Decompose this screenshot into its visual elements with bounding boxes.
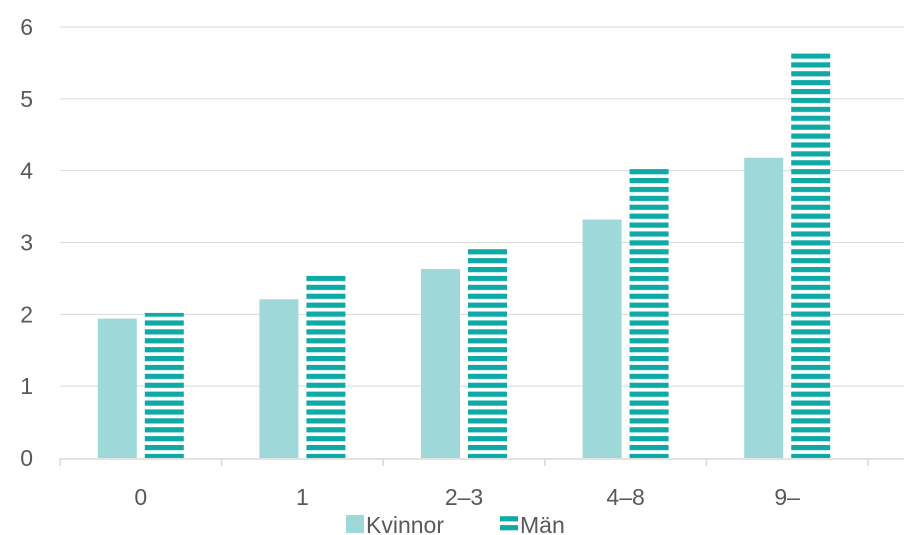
y-tick-label: 2 — [20, 301, 33, 327]
bar-man-3 — [629, 166, 669, 458]
bar-kvinnor-3 — [582, 219, 622, 458]
bar-kvinnor-2 — [421, 269, 460, 458]
bar-kvinnor-0 — [97, 318, 137, 458]
y-tick-label: 3 — [20, 230, 33, 256]
x-tick-label: 2–3 — [445, 484, 483, 510]
bar-man-1 — [306, 275, 346, 458]
legend-label-kvinnor: Kvinnor — [366, 512, 444, 535]
bar-man-4 — [791, 53, 831, 458]
y-tick-label: 1 — [20, 373, 33, 399]
y-axis-ticks: 0 1 2 3 4 5 6 — [20, 14, 33, 471]
legend-label-man: Män — [520, 512, 565, 535]
bar-kvinnor-4 — [744, 157, 784, 458]
legend-swatch-kvinnor — [346, 515, 364, 533]
y-tick-label: 4 — [20, 158, 33, 184]
bar-man-2 — [468, 247, 507, 458]
x-tick-label: 1 — [296, 484, 309, 510]
bar-man-0 — [144, 312, 184, 458]
x-tick-label: 9– — [774, 484, 800, 510]
legend: Kvinnor Män — [346, 512, 565, 535]
legend-swatch-man — [500, 515, 518, 533]
bars-group — [97, 53, 831, 458]
x-tick-label: 0 — [134, 484, 147, 510]
x-tick-label: 4–8 — [606, 484, 644, 510]
y-tick-label: 6 — [20, 14, 33, 40]
x-axis: 0 1 2–3 4–8 9– — [59, 458, 904, 510]
y-tick-label: 5 — [20, 86, 33, 112]
bar-kvinnor-1 — [259, 299, 299, 458]
y-tick-label: 0 — [20, 445, 33, 471]
